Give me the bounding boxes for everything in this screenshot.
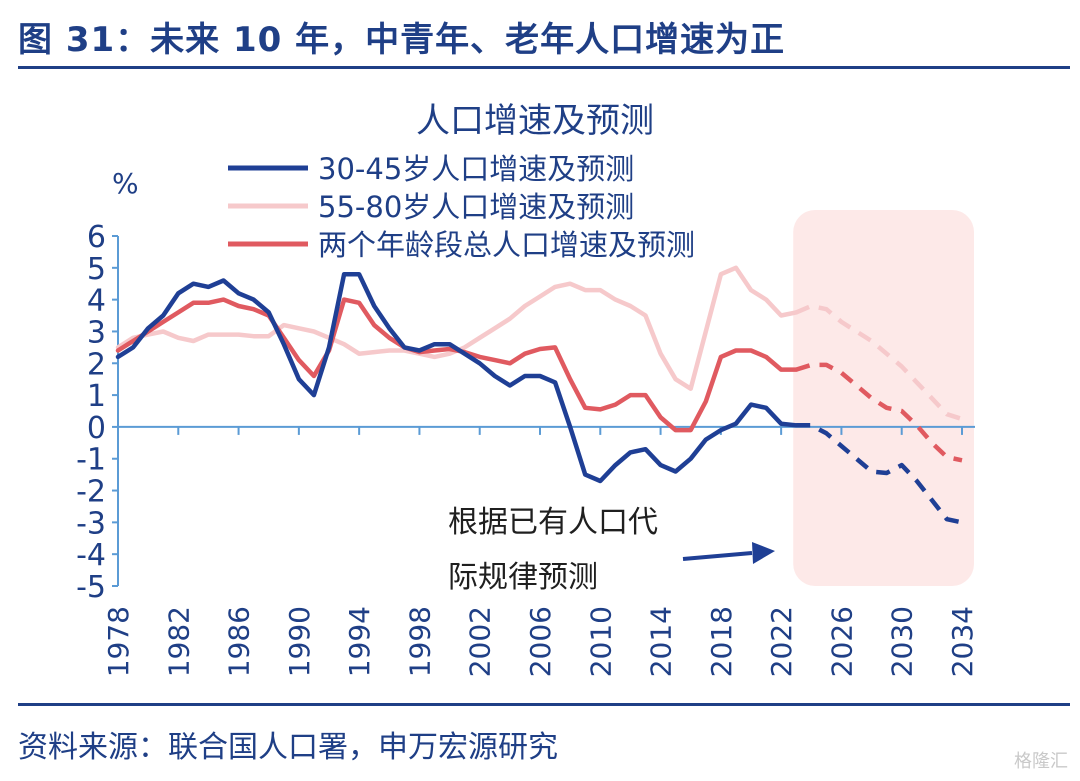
annotation-line-1: 根据已有人口代 [448, 505, 658, 540]
x-tick-label: 1978 [102, 606, 135, 677]
source-rule [18, 703, 1070, 706]
x-tick-label: 2030 [886, 606, 919, 677]
legend-label-2: 55-80岁人口增速及预测 [318, 190, 634, 224]
y-tick-label: -1 [76, 443, 106, 478]
x-tick-label: 1982 [162, 606, 195, 677]
y-tick-label: 2 [87, 347, 106, 382]
series-line-2 [115, 265, 799, 391]
x-tick-label: 1986 [223, 606, 256, 677]
x-tick-label: 2022 [765, 606, 798, 677]
legend-label-1: 30-45岁人口增速及预测 [318, 152, 634, 186]
series-line-1 [115, 271, 799, 484]
x-tick-label: 1994 [343, 606, 376, 677]
x-tick-label: 2014 [645, 606, 678, 677]
y-tick-label: 5 [87, 252, 106, 287]
x-tick-label: 2026 [825, 606, 858, 677]
y-tick-label: -4 [76, 538, 106, 573]
x-tick-label: 2006 [524, 606, 557, 677]
annotation-line-2: 际规律预测 [448, 560, 598, 595]
y-tick-label: 6 [87, 220, 106, 255]
series-line-3 [115, 297, 799, 433]
y-tick-label: 3 [87, 315, 106, 350]
y-tick-label: 0 [87, 411, 106, 446]
series-lines [115, 265, 963, 525]
y-axis-label: % [112, 167, 139, 200]
y-tick-label: -5 [76, 570, 106, 605]
x-tick-label: 2002 [464, 606, 497, 677]
forecast-region [793, 210, 974, 586]
x-tick-label: 2010 [584, 606, 617, 677]
y-tick-label: 1 [87, 379, 106, 414]
x-tick-label: 2034 [946, 606, 979, 677]
x-tick-label: 1990 [283, 606, 316, 677]
annotation-arrow [682, 542, 775, 564]
series-forecast-line-3 [795, 362, 963, 463]
x-tick-label: 2018 [705, 606, 738, 677]
y-tick-label: -2 [76, 475, 106, 510]
figure-title: 图 31：未来 10 年，中青年、老年人口增速为正 [18, 20, 786, 60]
title-rule [18, 66, 1070, 69]
legend-label-3: 两个年龄段总人口增速及预测 [318, 228, 695, 262]
chart-title: 人口增速及预测 [416, 101, 654, 141]
source-note: 资料来源：联合国人口署，申万宏源研究 [18, 730, 558, 765]
y-tick-label: 4 [87, 284, 106, 319]
series-forecast-line-1 [796, 423, 963, 525]
series-forecast-line-2 [795, 303, 963, 422]
x-tick-label: 1998 [403, 606, 436, 677]
y-tick-label: -3 [76, 506, 106, 541]
watermark-text: 格隆汇 [1014, 751, 1068, 772]
